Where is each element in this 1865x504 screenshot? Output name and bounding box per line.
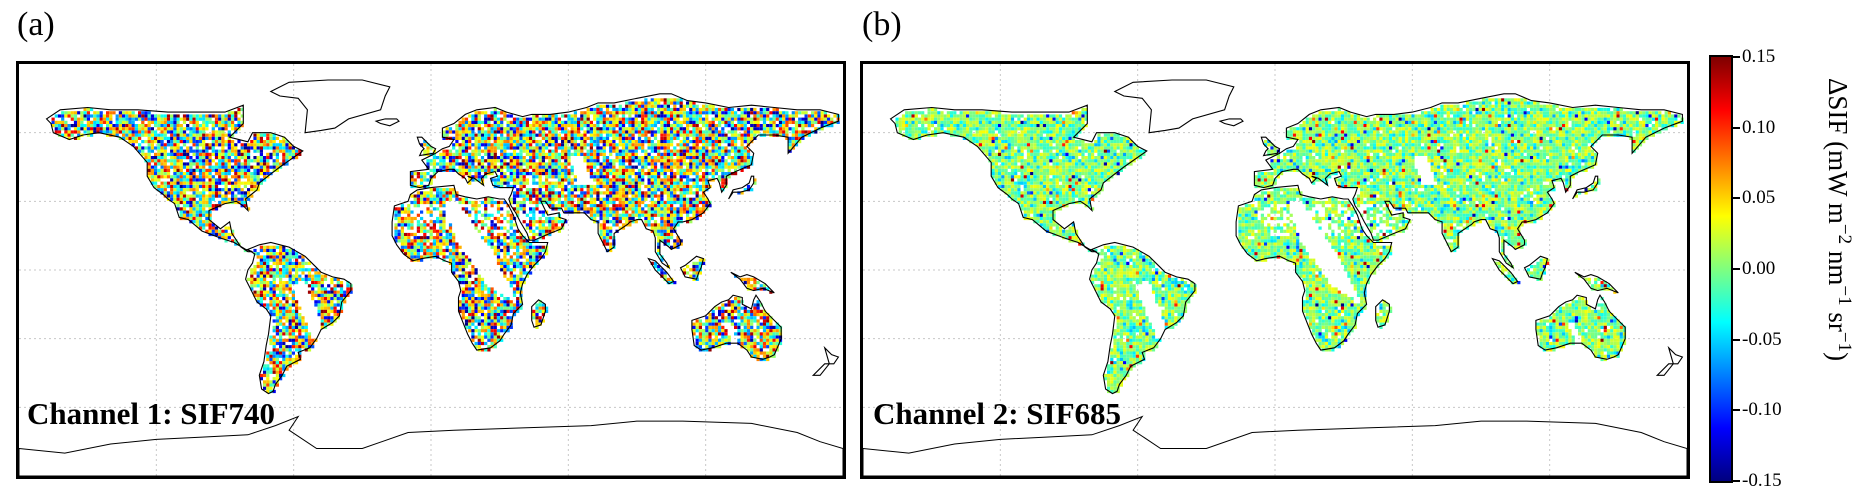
colorbar-tick-label: -0.05: [1742, 328, 1782, 350]
colorbar-tick-label: -0.15: [1742, 470, 1782, 491]
coastline-borneo: [679, 255, 705, 280]
map-canvas-b: [863, 64, 1687, 476]
colorbar-tick-mark: [1733, 268, 1740, 270]
coastline-uk: [416, 136, 437, 157]
panel-a-letter: (a): [17, 6, 55, 43]
colorbar-tick-mark: [1733, 56, 1740, 58]
colorbar-tick-mark: [1733, 126, 1740, 129]
colorbar-tick-label: 0.10: [1742, 116, 1776, 138]
coastline-antarctica: [863, 415, 1687, 476]
coastline-northAmerica: [889, 104, 1148, 253]
map-panel-a: Channel 1: SIF740: [16, 61, 846, 479]
sif-data-layer: [51, 98, 840, 394]
coastlines: [19, 79, 843, 476]
coastline-madagascar: [531, 299, 546, 328]
channel-label-a: Channel 1: SIF740: [27, 396, 276, 431]
colorbar-tick-label: 0.00: [1742, 258, 1776, 279]
coastline-newzealand: [1655, 345, 1684, 376]
colorbar-tick-label: 0.05: [1742, 187, 1776, 209]
colorbar-tick-mark: [1733, 338, 1740, 341]
colorbar-tick-label: 0.15: [1742, 46, 1776, 67]
coastline-australia: [691, 294, 782, 360]
map-panel-b: Channel 2: SIF685: [860, 61, 1690, 479]
colorbar-tick-mark: [1733, 197, 1740, 200]
channel-label-b: Channel 2: SIF685: [873, 396, 1122, 431]
coastline-madagascar: [1375, 299, 1390, 328]
colorbar-tick-label: -0.10: [1742, 399, 1782, 421]
colorbar-tick-mark: [1733, 480, 1740, 482]
coastline-africa: [1235, 184, 1393, 351]
colorbar: [1709, 55, 1733, 483]
coastline-northAmerica: [45, 104, 304, 253]
coastline-newguinea: [1574, 271, 1619, 294]
map-canvas-a: [19, 64, 843, 476]
coastline-sumatra: [647, 257, 675, 285]
coastline-southAmerica: [1089, 241, 1196, 395]
coastline-africa: [391, 184, 549, 351]
coastline-borneo: [1523, 255, 1549, 280]
coastline-antarctica: [19, 415, 843, 476]
coastline-sumatra: [1491, 257, 1519, 285]
colorbar-tick-mark: [1733, 409, 1740, 412]
coastline-japan: [728, 175, 755, 200]
colorbar-title: ΔSIF (mW m−2 nm−1 sr−1): [1823, 78, 1855, 362]
sif-data-layer: [895, 98, 1684, 394]
coastline-iceland: [374, 118, 400, 127]
coastline-japan: [1572, 175, 1599, 200]
panel-b-letter: (b): [862, 6, 902, 43]
coastline-newguinea: [730, 271, 775, 294]
coastline-australia: [1535, 294, 1626, 360]
coastline-southAmerica: [245, 241, 352, 395]
coastline-newzealand: [811, 345, 840, 376]
coastline-greenland: [1113, 79, 1235, 134]
coastline-iceland: [1218, 118, 1244, 127]
coastline-uk: [1260, 136, 1281, 157]
coastline-eurasia: [1253, 93, 1683, 270]
coastline-greenland: [269, 79, 391, 134]
coastline-eurasia: [409, 93, 839, 270]
coastlines: [863, 79, 1687, 476]
